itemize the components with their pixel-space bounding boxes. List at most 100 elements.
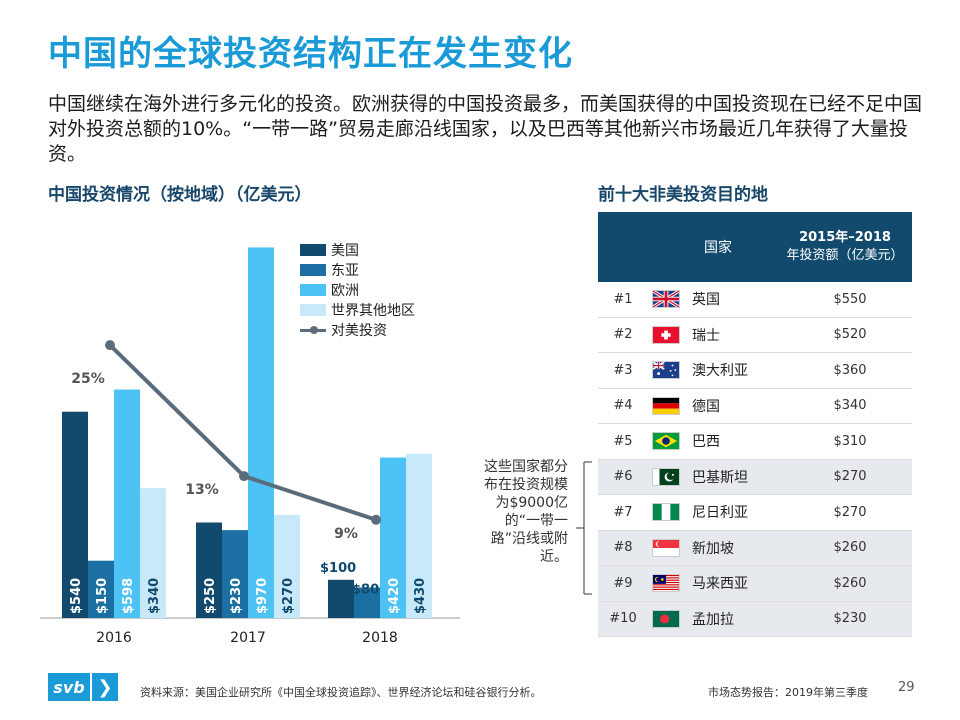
logo-text: svb (48, 673, 90, 701)
table-row: #5 巴西 $310 (598, 424, 912, 460)
page-title: 中国的全球投资结构正在发生变化 (48, 34, 573, 74)
table-row: #3 澳大利亚 $360 (598, 353, 912, 389)
row-country: 尼日利亚 (692, 505, 748, 522)
table-row: #6 巴基斯坦 $270 (598, 459, 912, 495)
row-country: 德国 (692, 398, 720, 415)
belt-road-callout: 这些国家都分布在投资规模为$9000亿的“一带一路”沿线或附近。 (484, 459, 568, 565)
singapore-flag-icon (652, 538, 680, 557)
row-country: 澳大利亚 (692, 363, 748, 380)
row-amount: $270 (833, 469, 867, 485)
intro-paragraph: 中国继续在海外进行多元化的投资。欧洲获得的中国投资最多，而美国获得的中国投资现在… (48, 93, 923, 165)
bar (196, 522, 222, 618)
row-country: 孟加拉 (692, 611, 734, 628)
bar-value-label: $150 (95, 578, 110, 614)
legend-label: 美国 (331, 243, 359, 259)
bar (62, 411, 88, 618)
bar-value-label: $970 (255, 578, 270, 614)
table-row: #2 瑞士 $520 (598, 317, 912, 353)
bar (222, 530, 248, 618)
legend-item: 欧洲 (300, 280, 415, 300)
legend-label: 世界其他地区 (331, 303, 415, 319)
row-rank: #7 (613, 504, 633, 520)
source-note: 资料来源：美国企业研究所《中国全球投资追踪》、世界经济论坛和硅谷银行分析。 (140, 686, 542, 699)
bar-value-label: $598 (121, 578, 136, 614)
row-rank: #2 (613, 327, 633, 343)
row-rank: #10 (609, 611, 637, 627)
investment-chart: $540 $150 $598 $340 2016 $250 $230 $970 $270 2017… (40, 247, 460, 646)
header-amount-label: 年投资额（亿美元） (786, 248, 904, 263)
row-rank: #9 (613, 575, 633, 591)
table-row: #9 马来西亚 $260 (598, 566, 912, 602)
bar (380, 457, 406, 618)
row-rank: #3 (613, 362, 633, 378)
callout-bracket (576, 461, 592, 595)
bar (328, 579, 354, 618)
table-body: #1 英国 $550 #2 瑞士 $520 #3 澳大利亚 $360 #4 德国 $340 #5 巴西 $3… (598, 282, 912, 637)
us-share-point (105, 340, 115, 351)
row-rank: #4 (613, 398, 633, 414)
row-amount: $260 (833, 540, 867, 556)
pakistan-flag-icon (652, 467, 680, 486)
row-rank: #5 (613, 433, 633, 449)
germany-flag-icon (652, 396, 680, 415)
us-share-label: 13% (185, 482, 219, 498)
bar (354, 587, 380, 618)
row-rank: #1 (613, 291, 633, 307)
legend-item: 美国 (300, 240, 415, 260)
row-country: 新加坡 (692, 540, 734, 557)
legend-label: 东亚 (331, 263, 359, 279)
svb-logo: svb ❯ (48, 673, 118, 701)
legend-item: 东亚 (300, 260, 415, 280)
row-amount: $270 (833, 504, 867, 520)
us-share-label: 9% (334, 526, 358, 542)
us-share-point (239, 471, 249, 482)
legend-swatch (300, 284, 326, 296)
chevron-right-icon: ❯ (92, 673, 118, 701)
row-rank: #6 (613, 469, 633, 485)
bar (274, 514, 300, 618)
row-amount: $230 (833, 611, 867, 627)
legend-swatch (300, 304, 326, 316)
bar-value-label: $430 (413, 578, 428, 614)
legend-label: 欧洲 (331, 283, 359, 299)
bar-value-label: $250 (203, 578, 218, 614)
bar-value-label: $420 (387, 578, 402, 614)
legend-item: 对美投资 (300, 320, 415, 340)
row-country: 巴基斯坦 (692, 469, 748, 486)
header-country: 国家 (704, 240, 732, 256)
row-country: 马来西亚 (692, 576, 748, 593)
header-amount-year: 2015年–2018 (799, 230, 891, 245)
bar-value-label: $80 (352, 582, 379, 597)
bar-value-label: $100 (320, 561, 356, 576)
bar (140, 488, 166, 618)
destinations-table: 国家 2015年–2018 年投资额（亿美元） #1 英国 $550 #2 瑞士 $520… (598, 212, 912, 637)
table-header: 国家 2015年–2018 年投资额（亿美元） (598, 212, 912, 282)
legend-item: 世界其他地区 (300, 300, 415, 320)
row-amount: $520 (833, 327, 867, 343)
switzerland-flag-icon (652, 325, 680, 344)
bar-value-label: $270 (281, 578, 296, 614)
bar-value-label: $540 (69, 578, 84, 614)
table-row: #4 德国 $340 (598, 388, 912, 424)
legend-line-swatch (300, 324, 326, 336)
table-row: #1 英国 $550 (598, 282, 912, 318)
bar (406, 453, 432, 618)
row-amount: $260 (833, 575, 867, 591)
header-amount: 2015年–2018 年投资额（亿美元） (778, 229, 912, 265)
bar (248, 247, 274, 618)
row-country: 巴西 (692, 434, 720, 451)
us-share-label: 25% (71, 371, 105, 387)
report-name: 市场态势报告：2019年第三季度 (708, 686, 868, 699)
row-amount: $550 (833, 291, 867, 307)
row-country: 英国 (692, 292, 720, 309)
row-amount: $310 (833, 433, 867, 449)
table-row: #10 孟加拉 $230 (598, 601, 912, 637)
row-amount: $360 (833, 362, 867, 378)
chart-title: 中国投资情况（按地域）（亿美元） (48, 185, 312, 205)
x-tick-label: 2018 (362, 630, 398, 646)
legend-label: 对美投资 (331, 323, 387, 339)
australia-flag-icon (652, 361, 680, 380)
bar (114, 389, 140, 618)
table-title: 前十大非美投资目的地 (598, 185, 768, 205)
row-country: 瑞士 (692, 327, 720, 344)
